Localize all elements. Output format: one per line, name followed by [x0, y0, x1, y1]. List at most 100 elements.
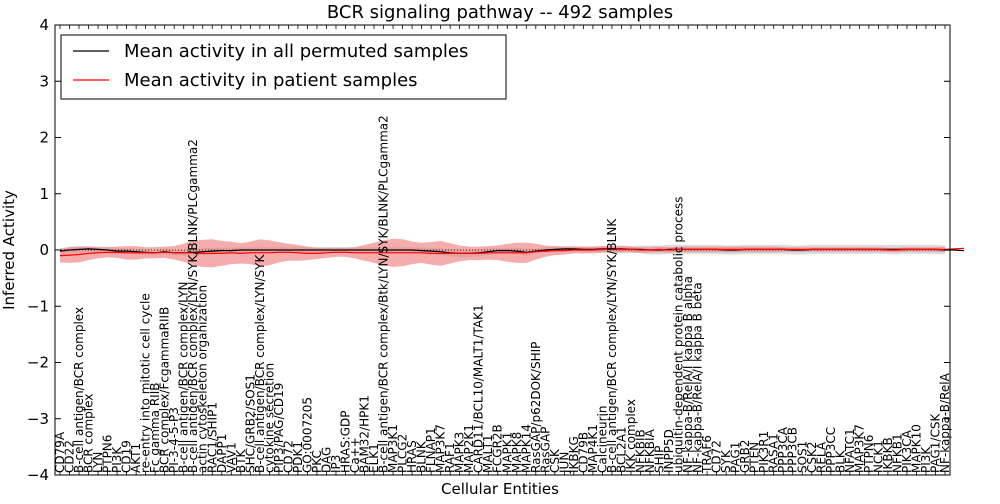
x-tick-label: RELA	[814, 441, 828, 473]
x-tick-label: HRAS:GDP	[339, 410, 353, 473]
x-tick-label: PI3K	[110, 446, 124, 473]
x-tick-label: HRAS	[405, 440, 419, 473]
x-tick-label: CD79A	[53, 431, 67, 473]
x-tick-label: B-cell antigen/BCR complex	[72, 307, 86, 473]
y-tick-label: 0	[39, 241, 49, 259]
x-tick-label: PAG1	[729, 442, 743, 473]
y-tick-label: 1	[39, 185, 49, 203]
x-axis-label: Cellular Entities	[441, 480, 559, 498]
x-tick-label: BCL2A1	[615, 426, 629, 473]
x-tick-label: SHIP	[653, 446, 667, 473]
x-tick-label: DAG	[320, 447, 334, 473]
x-tick-label: BAM32/HPK1	[358, 395, 372, 473]
x-tick-label: CD19	[120, 440, 134, 473]
legend-label-permuted: Mean activity in all permuted samples	[124, 41, 468, 62]
x-tick-label: PPP3CB	[786, 427, 800, 473]
x-tick-label: BTK	[234, 448, 248, 473]
x-tick-label: JUN	[557, 452, 571, 474]
x-tick-label: PI-3-4-5-P3	[167, 407, 181, 473]
y-tick-label: −3	[27, 410, 49, 428]
x-tick-label: NF-kappa-B/RelA	[938, 372, 952, 473]
x-tick-label: RAC1/SHIP1	[205, 402, 219, 473]
x-tick-label: CD22	[63, 440, 77, 473]
x-tick-label: NCK1	[871, 440, 885, 473]
x-tick-label: IP3	[329, 455, 343, 473]
y-tick-label: 2	[39, 129, 49, 147]
x-tick-label: NFKBIB	[634, 429, 648, 473]
y-tick-label: −2	[27, 354, 49, 372]
x-tick-label: RASA1	[767, 433, 781, 473]
x-tick-label: NFATC1	[843, 428, 857, 473]
x-tick-label: MAPK3	[453, 432, 467, 473]
x-tick-label: Ca++	[348, 437, 362, 473]
x-tick-label: Calcineurin	[595, 406, 609, 473]
x-tick-label: CD79B	[576, 432, 590, 473]
x-tick-label: PPP3CC	[824, 427, 838, 473]
x-tick-label: ubiquitin-dependent protein catabolic pr…	[672, 197, 686, 473]
x-tick-label: PDK1	[291, 441, 305, 473]
plot-frame	[54, 24, 951, 476]
x-tick-label: MAPK1	[500, 432, 514, 473]
x-tick-label: PAG1/CSK	[929, 413, 943, 473]
y-tick-label: −4	[27, 466, 49, 484]
x-tick-label: CARD11/BCL10/MALT1/TAK1	[472, 304, 486, 473]
x-tick-label: PKC	[310, 450, 324, 473]
legend-frame	[60, 34, 507, 100]
x-tick-label: IKBKG	[567, 436, 581, 473]
x-tick-label: RasGAP/p62DOK/SHIP	[529, 342, 543, 473]
y-tick-label: −1	[27, 297, 49, 315]
x-tick-label: IKK complex	[624, 399, 638, 473]
x-tick-label: re-entry into mitotic cell cycle	[139, 293, 153, 473]
x-tick-label: B-cell antigen/BCR complex/LYN/SYK/BLNK/…	[186, 139, 200, 473]
x-axis	[59, 25, 946, 475]
x-tick-label: NFKBIA	[643, 428, 657, 473]
x-tick-label: BCR complex/FcgammaRIIB	[158, 307, 172, 473]
x-tick-label: RasGAP	[538, 427, 552, 473]
x-tick-label: PI3K	[919, 446, 933, 473]
x-tick-label: PPP3CA	[776, 426, 790, 473]
x-tick-label: FCGR2B	[491, 424, 505, 473]
x-tick-label: B-cell antigen/BCR complex/LYN/SYK/BLNK	[605, 218, 619, 473]
x-tick-label: PTPN6	[862, 435, 876, 473]
legend-label-patient: Mean activity in patient samples	[124, 70, 418, 91]
legend: Mean activity in all permuted samples Me…	[60, 34, 507, 100]
x-tick-label: AKT1	[129, 443, 143, 473]
x-tick-label: cytokine secretion	[262, 363, 276, 473]
x-tick-label: PIP3/PAG/CD19	[272, 383, 286, 473]
x-tick-label: FLNAP1	[424, 427, 438, 473]
x-tick-label: LYN	[91, 452, 105, 473]
y-tick-label: 3	[39, 72, 49, 90]
x-tick-label: MAP3K1	[386, 424, 400, 473]
x-tick-label: INPP5D	[662, 429, 676, 473]
x-tick-label: SOS1	[795, 441, 809, 473]
x-tick-label: CSK2	[805, 442, 819, 474]
y-tick-label: 4	[39, 16, 49, 34]
x-tick-label: IKBKB	[881, 437, 895, 473]
x-tick-label: PIK3CA	[900, 429, 914, 473]
x-tick-label: MALT1	[481, 434, 495, 473]
x-tick-label: PTPN6	[101, 435, 115, 473]
x-tick-label: MAPK14	[519, 424, 533, 473]
x-tick-label: PIK3R1	[757, 431, 771, 473]
x-tick-label: CD72	[281, 440, 295, 473]
x-tick-label: VAV1	[224, 442, 238, 473]
x-tick-label: MAP2K1	[462, 424, 476, 473]
x-tick-label: PTEN	[748, 442, 762, 473]
x-tick-label: NF-kappa-B/RelA/I kappa B alpha	[681, 276, 695, 473]
x-tick-label: MAP4K1	[586, 424, 600, 473]
x-tick-label: CD72	[710, 440, 724, 473]
x-tick-label: DAPP1	[215, 434, 229, 473]
x-tick-label: SYK	[719, 449, 733, 473]
x-tick-label: BLK	[833, 449, 847, 473]
x-tick-label: NF-kappa-B/RelA/I kappa B beta	[691, 282, 705, 473]
x-tick-label: ELK1	[367, 443, 381, 473]
x-tick-label: NFKB1	[890, 433, 904, 473]
y-axis-label: Inferred Activity	[0, 190, 18, 310]
x-tick-label: PLCG2	[396, 434, 410, 473]
x-tick-label: Fc gamma RIIB	[148, 383, 162, 473]
x-tick-label: BCR complex	[82, 394, 96, 473]
chart-title: BCR signaling pathway -- 492 samples	[327, 2, 673, 23]
